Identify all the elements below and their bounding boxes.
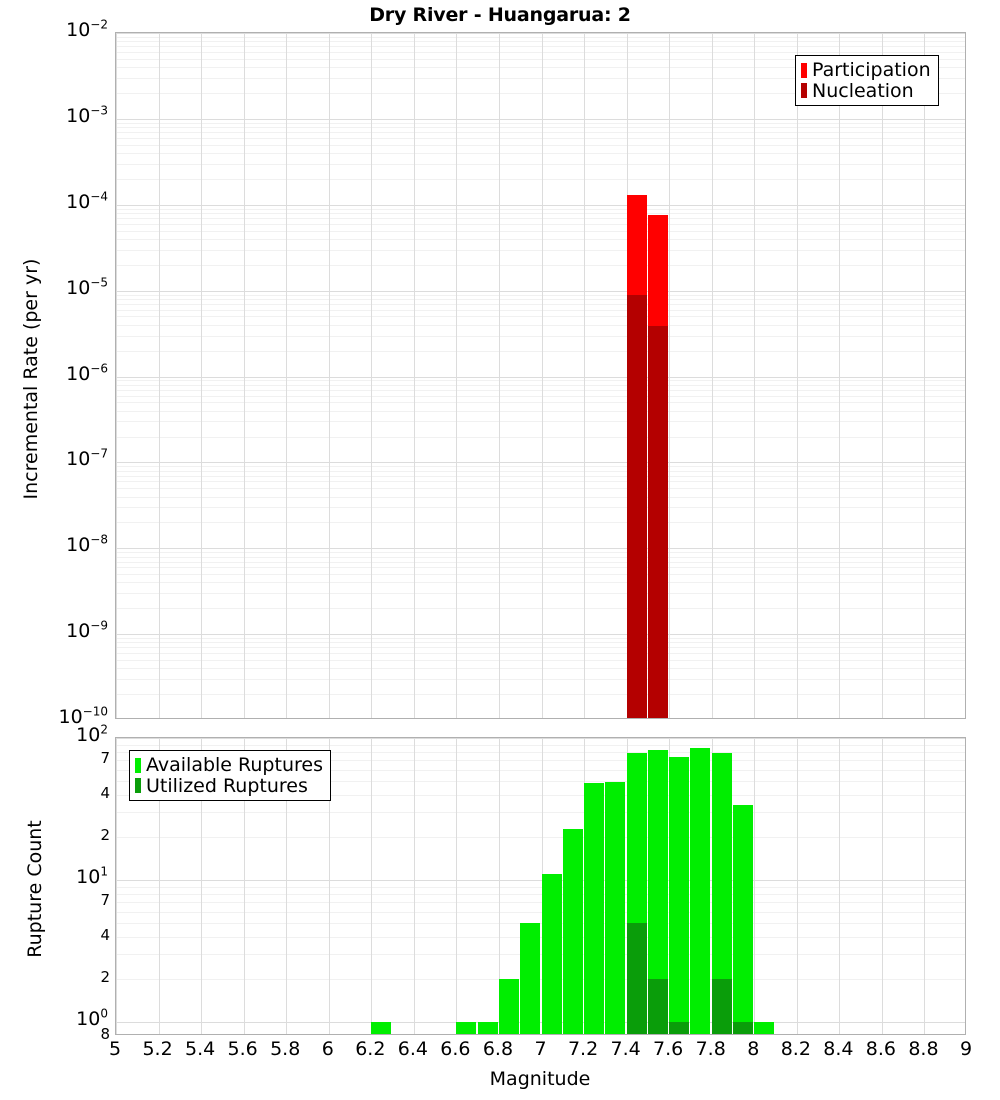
y-tick-label-minor: 4 — [0, 786, 110, 801]
legend-label: Available Ruptures — [146, 755, 323, 776]
gridline-vertical — [669, 33, 670, 718]
legend-swatch-icon — [801, 83, 807, 98]
gridline-vertical — [924, 33, 925, 718]
y-tick-label: 10−3 — [0, 107, 108, 126]
gridline-vertical — [754, 738, 755, 1034]
bar-utilized-ruptures — [669, 1022, 689, 1034]
legend-label: Utilized Ruptures — [146, 776, 308, 797]
gridline-vertical — [201, 33, 202, 718]
gridline-vertical — [414, 738, 415, 1034]
y-tick-label: 10−5 — [0, 279, 108, 298]
bar-nucleation — [627, 295, 647, 718]
bar-available-ruptures — [563, 829, 583, 1034]
top-legend-item[interactable]: Participation — [801, 60, 931, 81]
gridline-vertical — [371, 738, 372, 1034]
gridline-vertical — [754, 33, 755, 718]
y-tick-label-minor: 2 — [0, 970, 110, 985]
gridline-vertical — [456, 738, 457, 1034]
legend-swatch-icon — [135, 778, 141, 793]
gridline-vertical — [159, 33, 160, 718]
bottom-axis-y-label: Rupture Count — [24, 779, 46, 999]
gridline-vertical — [456, 33, 457, 718]
legend-swatch-icon — [135, 758, 141, 773]
gridline-vertical — [882, 33, 883, 718]
gridline-vertical — [499, 33, 500, 718]
legend-label: Participation — [812, 60, 931, 81]
gridline-vertical — [116, 738, 117, 1034]
gridline-vertical — [797, 738, 798, 1034]
bar-available-ruptures — [605, 782, 625, 1034]
gridline-vertical — [371, 33, 372, 718]
top-axes-incremental-rate — [115, 32, 966, 719]
gridline-vertical — [584, 33, 585, 718]
bar-nucleation — [648, 326, 668, 718]
bar-utilized-ruptures — [648, 979, 668, 1034]
y-tick-label-minor: 7 — [0, 751, 110, 766]
x-tick-label: 9 — [936, 1040, 996, 1059]
gridline-vertical — [924, 738, 925, 1034]
legend-swatch-icon — [801, 63, 807, 78]
top-legend-item[interactable]: Nucleation — [801, 81, 931, 102]
gridline-vertical — [797, 33, 798, 718]
bottom-legend: Available RupturesUtilized Ruptures — [129, 750, 331, 801]
figure-canvas: Dry River - Huangarua: 2 Incremental Rat… — [0, 0, 1000, 1100]
bar-available-ruptures — [733, 805, 753, 1034]
bar-utilized-ruptures — [627, 923, 647, 1034]
bar-utilized-ruptures — [712, 979, 732, 1034]
legend-label: Nucleation — [812, 81, 914, 102]
bar-available-ruptures — [584, 783, 604, 1034]
y-tick-label: 10−8 — [0, 536, 108, 555]
gridline-vertical — [244, 33, 245, 718]
bar-available-ruptures — [520, 923, 540, 1034]
bar-available-ruptures — [456, 1022, 476, 1034]
y-tick-label-minor: 2 — [0, 828, 110, 843]
bar-available-ruptures — [754, 1022, 774, 1034]
top-plot-area — [116, 33, 965, 718]
bar-available-ruptures — [669, 757, 689, 1034]
gridline-vertical — [286, 33, 287, 718]
y-tick-label: 102 — [0, 726, 108, 745]
bar-utilized-ruptures — [733, 1022, 753, 1034]
y-tick-label: 10−6 — [0, 365, 108, 384]
gridline-vertical — [839, 33, 840, 718]
gridline-vertical — [882, 738, 883, 1034]
bar-available-ruptures — [371, 1022, 391, 1034]
y-tick-label-minor: 4 — [0, 928, 110, 943]
x-axis-label: Magnitude — [290, 1068, 790, 1090]
y-tick-label: 10−4 — [0, 193, 108, 212]
bottom-legend-item[interactable]: Available Ruptures — [135, 755, 323, 776]
gridline-vertical — [329, 33, 330, 718]
gridline-vertical — [542, 33, 543, 718]
y-tick-label: 10−7 — [0, 450, 108, 469]
y-tick-label: 10−2 — [0, 21, 108, 40]
top-legend: ParticipationNucleation — [795, 55, 939, 106]
bar-available-ruptures — [478, 1022, 498, 1034]
bar-available-ruptures — [690, 748, 710, 1034]
gridline-vertical — [414, 33, 415, 718]
y-tick-label-minor: 7 — [0, 893, 110, 908]
bottom-legend-item[interactable]: Utilized Ruptures — [135, 776, 323, 797]
bar-available-ruptures — [499, 979, 519, 1034]
gridline-vertical — [839, 738, 840, 1034]
page-title: Dry River - Huangarua: 2 — [0, 4, 1000, 26]
y-tick-label: 101 — [0, 868, 108, 887]
y-tick-label: 10−9 — [0, 622, 108, 641]
bar-available-ruptures — [542, 874, 562, 1034]
gridline-vertical — [116, 33, 117, 718]
gridline-vertical — [712, 33, 713, 718]
